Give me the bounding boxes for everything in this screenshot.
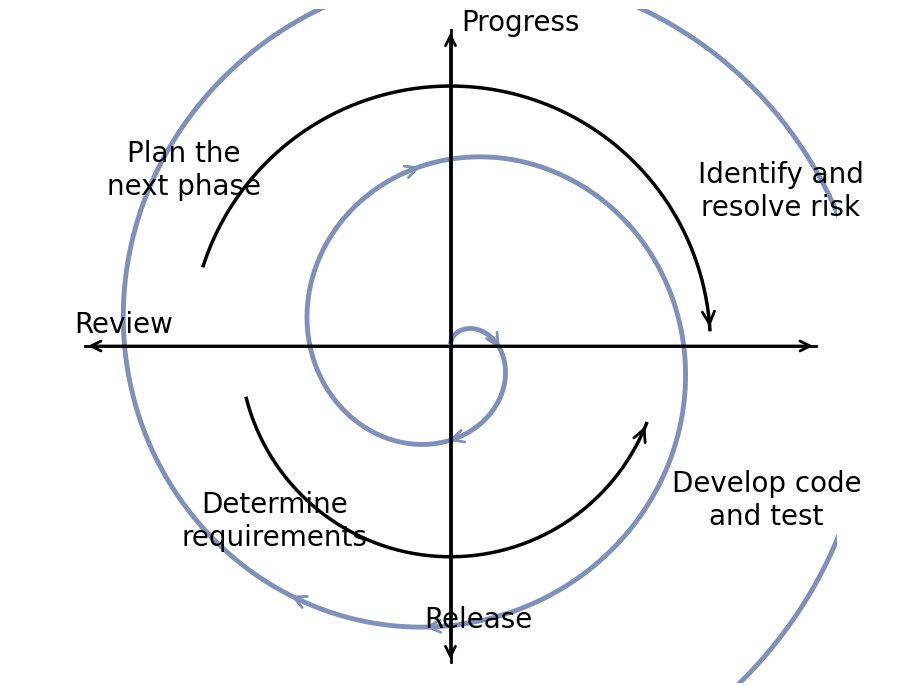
Text: Identify and
resolve risk: Identify and resolve risk [697, 161, 864, 222]
Text: Plan the
next phase: Plan the next phase [106, 140, 260, 200]
Text: Release: Release [424, 606, 532, 634]
Text: Review: Review [75, 311, 174, 339]
Text: Determine
requirements: Determine requirements [182, 491, 368, 552]
Text: Develop code
and test: Develop code and test [672, 471, 861, 531]
Text: Progress: Progress [461, 9, 579, 37]
